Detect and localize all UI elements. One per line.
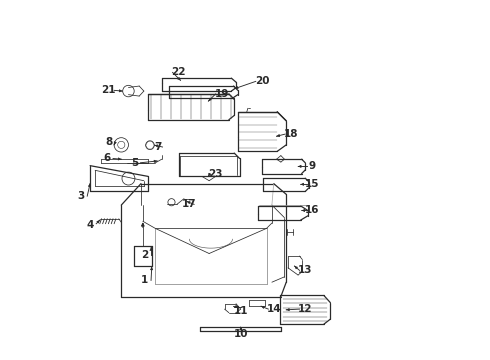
Text: 14: 14 bbox=[267, 304, 281, 314]
Text: 13: 13 bbox=[298, 265, 313, 275]
Text: 10: 10 bbox=[233, 329, 248, 339]
Text: 3: 3 bbox=[77, 191, 84, 201]
Text: 21: 21 bbox=[101, 85, 115, 95]
Text: 7: 7 bbox=[154, 142, 162, 152]
Text: 17: 17 bbox=[182, 199, 196, 210]
Text: 15: 15 bbox=[305, 179, 319, 189]
Text: 22: 22 bbox=[172, 67, 186, 77]
Text: 12: 12 bbox=[298, 304, 313, 314]
Text: 6: 6 bbox=[103, 153, 111, 163]
Text: 1: 1 bbox=[141, 275, 148, 285]
Text: 2: 2 bbox=[141, 250, 148, 260]
Text: 5: 5 bbox=[131, 158, 138, 168]
Text: 18: 18 bbox=[284, 129, 298, 139]
Text: 11: 11 bbox=[233, 306, 248, 316]
Text: 20: 20 bbox=[255, 76, 270, 86]
Text: 8: 8 bbox=[105, 138, 112, 147]
Text: 4: 4 bbox=[86, 220, 94, 230]
Text: 23: 23 bbox=[208, 168, 223, 179]
Text: 19: 19 bbox=[215, 89, 229, 99]
Text: 9: 9 bbox=[309, 161, 316, 171]
Text: 16: 16 bbox=[305, 206, 319, 216]
